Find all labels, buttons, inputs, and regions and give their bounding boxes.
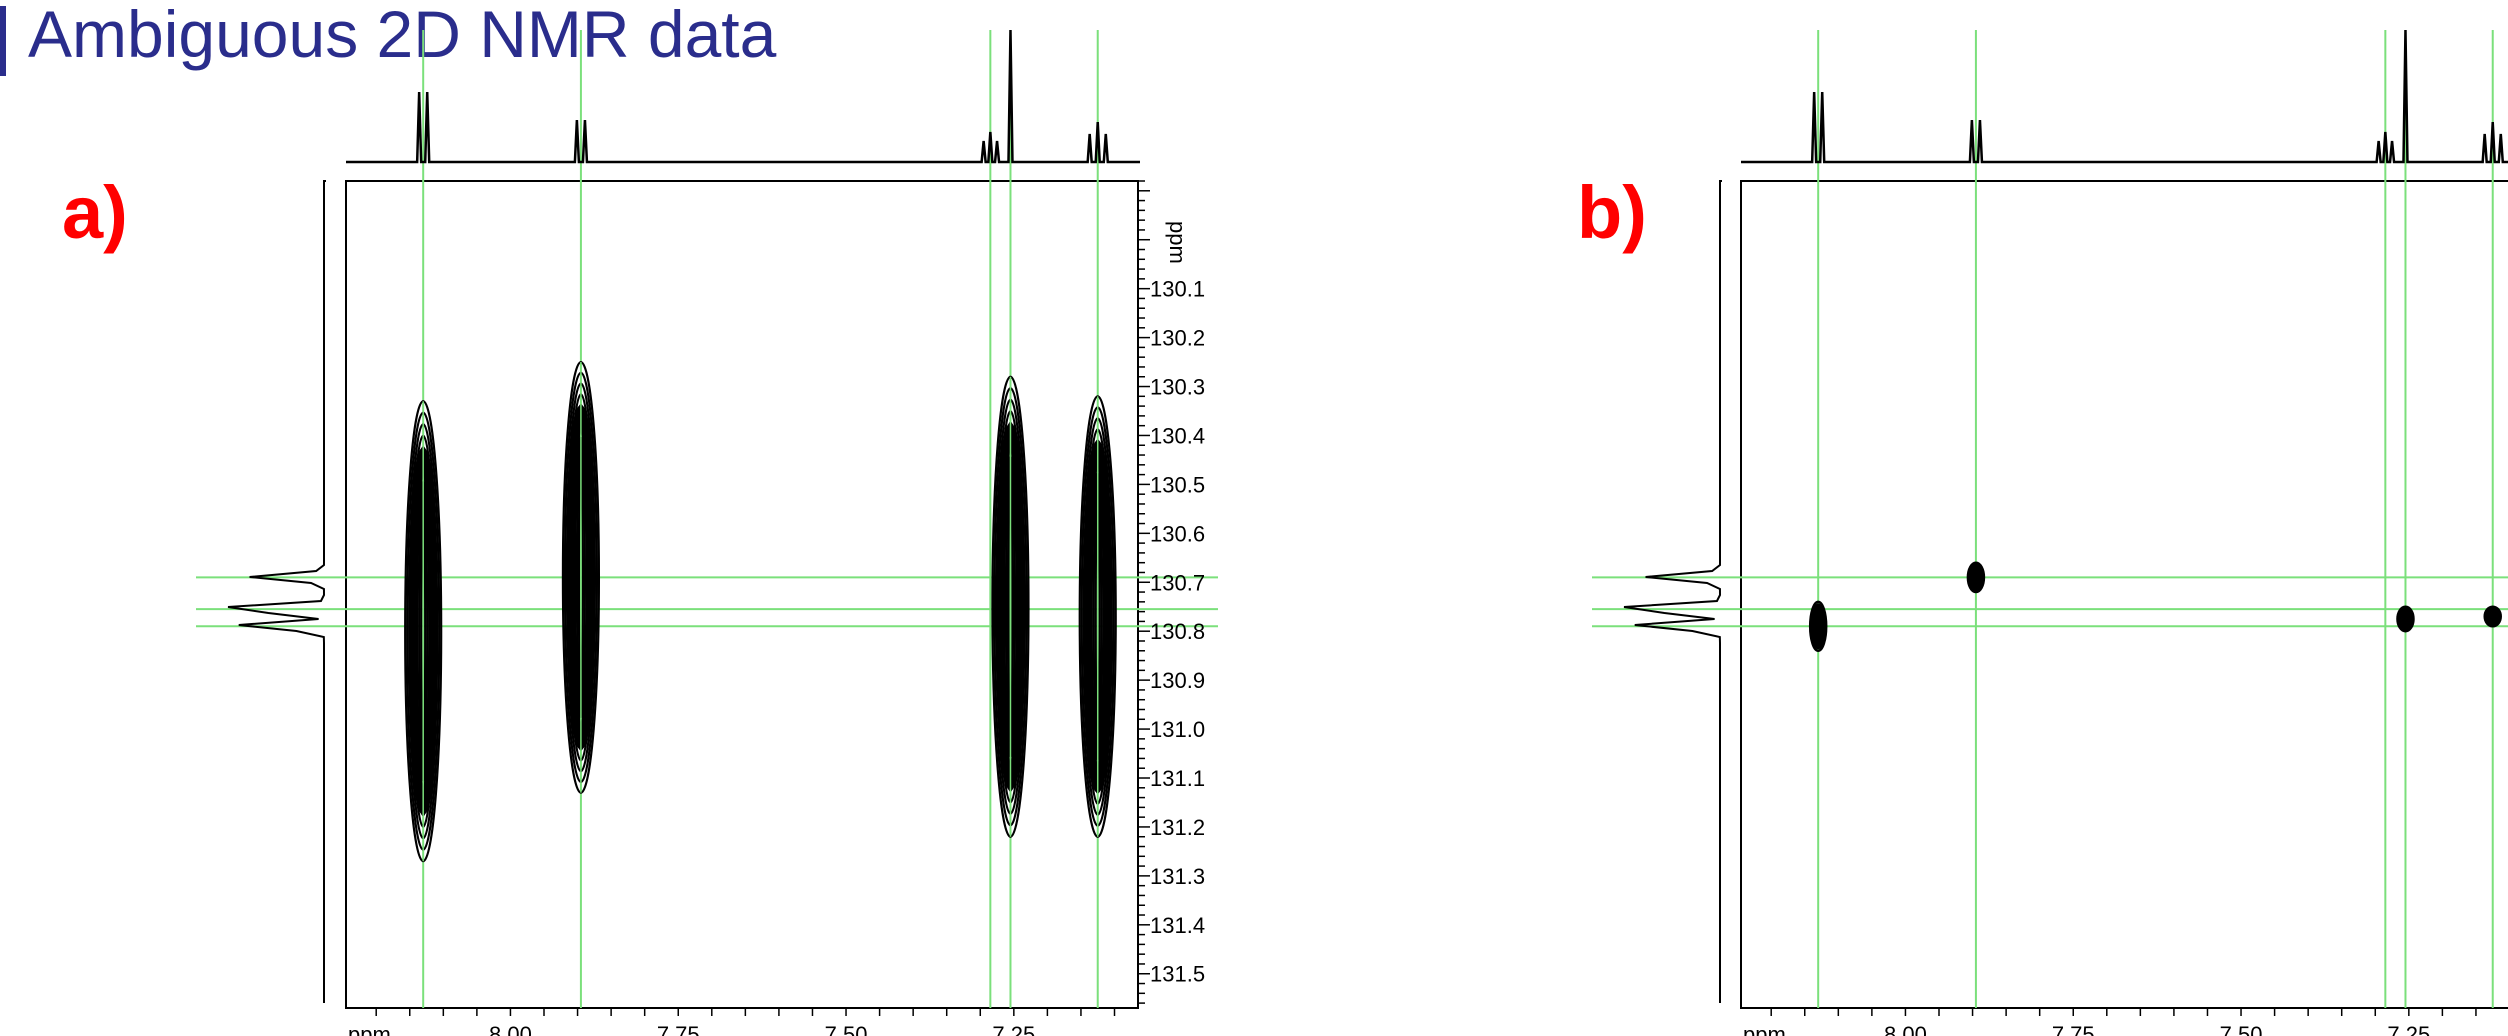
panel-label-a: a)	[62, 171, 128, 254]
carbon-spectrum	[227, 180, 326, 1003]
x-tick-label: 7.50	[825, 1022, 868, 1036]
y-tick-label: 131.1	[1150, 766, 1205, 791]
contour-core	[2399, 608, 2412, 630]
contour-core	[1969, 564, 1983, 590]
cross-peak	[2396, 605, 2415, 633]
title-accent-bar	[0, 6, 6, 76]
panel-a: 130.1 130.2 130.3 130.4 130.5 130.6 130.7 130.8…	[196, 29, 1218, 1036]
x-tick-label: 8.00	[489, 1022, 532, 1036]
plot-frame	[345, 180, 1139, 1009]
carbon-spectrum	[1623, 180, 1722, 1003]
x-tick-label: 7.50	[2220, 1022, 2263, 1036]
cross-peak	[1966, 561, 1986, 594]
x-axis: 8.00 7.75 7.50 7.25 ppm	[348, 1008, 1116, 1036]
plot-frame	[1740, 180, 2508, 1009]
contour-core	[1811, 605, 1825, 648]
x-axis-label: ppm	[1743, 1022, 1786, 1036]
y-tick-label: 130.9	[1150, 668, 1205, 693]
contour-level	[2396, 605, 2415, 633]
y-tick-label: 130.3	[1150, 375, 1205, 400]
y-tick-label: 130.5	[1150, 472, 1205, 497]
x-tick-label: 7.75	[2052, 1022, 2095, 1036]
proton-spectrum	[346, 29, 1140, 164]
contour-level	[1966, 561, 1986, 594]
panel-b: 8.00 7.75 7.50 7.25 ppm	[1592, 29, 2508, 1036]
x-axis-label: ppm	[348, 1022, 391, 1036]
cross-peak	[404, 400, 443, 863]
x-axis: 8.00 7.75 7.50 7.25 ppm	[1743, 1008, 2477, 1036]
x-tick-label: 8.00	[1884, 1022, 1927, 1036]
y-tick-label: 130.8	[1150, 619, 1205, 644]
contour-level	[1808, 600, 1828, 653]
y-tick-label: 130.4	[1150, 423, 1205, 448]
cross-peak	[1078, 395, 1117, 838]
y-tick-label: 130.7	[1150, 570, 1205, 595]
y-tick-label: 131.2	[1150, 815, 1205, 840]
x-tick-label: 7.25	[992, 1022, 1035, 1036]
y-axis-label: ppm	[1165, 221, 1190, 264]
proton-spectrum	[1741, 29, 2508, 164]
cross-peak	[561, 360, 601, 794]
y-tick-label: 131.0	[1150, 717, 1205, 742]
y-tick-label: 130.1	[1150, 277, 1205, 302]
x-tick-label: 7.25	[2387, 1022, 2430, 1036]
y-axis: 130.1 130.2 130.3 130.4 130.5 130.6 130.7 130.8…	[1138, 180, 1205, 1004]
cross-peak	[1808, 600, 1828, 653]
y-tick-label: 131.4	[1150, 913, 1205, 938]
y-tick-label: 130.6	[1150, 521, 1205, 546]
y-tick-label: 131.5	[1150, 962, 1205, 987]
x-tick-label: 7.75	[657, 1022, 700, 1036]
y-tick-label: 130.2	[1150, 326, 1205, 351]
cross-peak	[2483, 605, 2502, 628]
panel-label-b: b)	[1577, 171, 1647, 254]
contour-core	[2486, 608, 2500, 625]
y-tick-label: 131.3	[1150, 864, 1205, 889]
cross-peak	[991, 375, 1030, 838]
page-title: Ambiguous 2D NMR data	[28, 0, 777, 71]
